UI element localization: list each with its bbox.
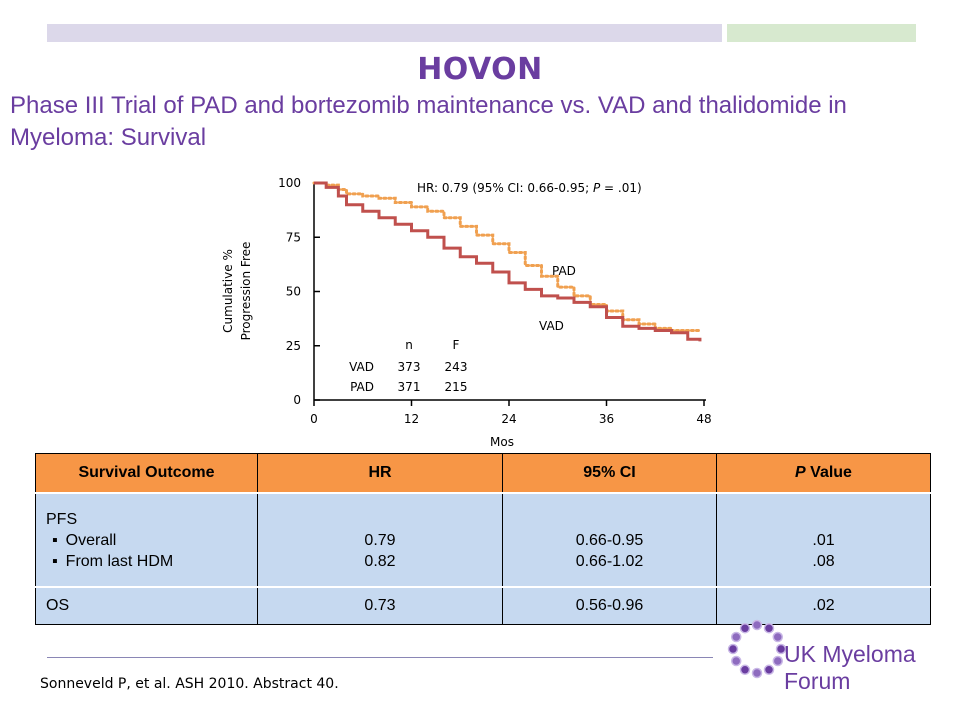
slide-title: Phase III Trial of PAD and bortezomib ma…: [10, 92, 847, 151]
pfs-label: PFS: [46, 510, 78, 528]
logo-dot: [751, 619, 763, 631]
risk-row-label: VAD: [349, 360, 374, 374]
pfs-p-overall: .01: [812, 531, 835, 549]
logo-dot: [751, 667, 763, 679]
table-row-pfs: PFS Overall From last HDM 0.79 0.82 0.66…: [35, 493, 931, 588]
os-p: .02: [716, 587, 931, 625]
y-axis-label-line2: Progression Free: [239, 242, 253, 341]
pfs-hr-overall: 0.79: [364, 531, 396, 549]
x-tick-label: 24: [501, 412, 516, 426]
series-layer: [312, 181, 702, 342]
y-tick-label: 100: [278, 176, 301, 190]
y-tick-label: 75: [286, 230, 301, 244]
x-tick-label: 36: [599, 412, 614, 426]
pfs-hdm-label: From last HDM: [46, 551, 256, 572]
logo-dot: [763, 622, 775, 634]
risk-header-f: F: [453, 338, 460, 352]
x-tick-label: 0: [310, 412, 318, 426]
hr-annotation: HR: 0.79 (95% CI: 0.66-0.95; P = .01): [417, 181, 642, 195]
chart-ticks: 0 12 24 36 48 0 25 50 75 100: [278, 176, 712, 426]
header-bar-green: [727, 24, 916, 42]
risk-row-label: PAD: [350, 380, 374, 394]
pfs-ci-overall: 0.66-0.95: [575, 531, 644, 549]
logo-dot: [772, 631, 784, 643]
logo-dot: [730, 655, 742, 667]
logo-dot: [727, 643, 739, 655]
pfs-label-cell: PFS Overall From last HDM: [35, 493, 258, 588]
y-tick-label: 0: [293, 393, 301, 407]
uk-myeloma-forum-logo: [727, 619, 787, 679]
risk-row-f: 243: [445, 360, 468, 374]
y-axis-label: Cumulative %: [221, 249, 235, 333]
risk-row-n: 373: [398, 360, 421, 374]
pfs-p-cell: .01 .08: [716, 493, 931, 588]
logo-dot: [772, 655, 784, 667]
table-header-row: Survival Outcome HR 95% CI P Value: [35, 453, 931, 494]
risk-table: n F VAD 373 243 PAD 371 215: [349, 338, 467, 394]
series-line-pad: [312, 181, 702, 333]
header-p-italic: P: [795, 464, 806, 481]
pfs-ci-cell: 0.66-0.95 0.66-1.02: [502, 493, 717, 588]
header-ci: 95% CI: [502, 453, 717, 494]
vad-series-label: VAD: [539, 319, 564, 333]
os-label: OS: [35, 587, 258, 625]
logo-text: UK Myeloma Forum: [784, 641, 916, 694]
pfs-ci-hdm: 0.66-1.02: [575, 552, 644, 570]
risk-row-n: 371: [398, 380, 421, 394]
citation: Sonneveld P, et al. ASH 2010. Abstract 4…: [40, 676, 339, 692]
header-p-value: P Value: [716, 453, 931, 494]
logo-dot: [739, 664, 751, 676]
x-axis-label: Mos: [490, 435, 514, 449]
y-tick-label: 50: [286, 285, 301, 299]
logo-dot: [775, 643, 787, 655]
header-hr: HR: [257, 453, 503, 494]
footer-divider: [47, 657, 713, 658]
pfs-hr-hdm: 0.82: [364, 552, 396, 570]
series-line-vad: [314, 181, 702, 342]
survival-chart: 0 12 24 36 48 0 25 50 75 100 Cumulative % Progres…: [221, 176, 712, 449]
risk-row-f: 215: [445, 380, 468, 394]
risk-header-n: n: [405, 338, 413, 352]
header-outcome: Survival Outcome: [35, 453, 258, 494]
logo-dot-ring: [727, 619, 787, 679]
logo-dot: [763, 664, 775, 676]
os-ci: 0.56-0.96: [502, 587, 717, 625]
pad-series-label: PAD: [552, 264, 576, 278]
pfs-overall-label: Overall: [46, 530, 256, 551]
y-tick-label: 25: [286, 339, 301, 353]
logo-dot: [739, 622, 751, 634]
os-hr: 0.73: [257, 587, 503, 625]
logo-dot: [730, 631, 742, 643]
org-heading: HOVON: [417, 52, 543, 87]
table-row-os: OS 0.73 0.56-0.96 .02: [35, 587, 931, 625]
survival-table: Survival Outcome HR 95% CI P Value PFS O…: [35, 453, 931, 625]
pfs-p-hdm: .08: [812, 552, 835, 570]
x-tick-label: 48: [696, 412, 711, 426]
x-tick-label: 12: [404, 412, 419, 426]
header-bar-lavender: [47, 24, 722, 42]
pfs-hr-cell: 0.79 0.82: [257, 493, 503, 588]
header-p-rest: Value: [805, 464, 852, 481]
